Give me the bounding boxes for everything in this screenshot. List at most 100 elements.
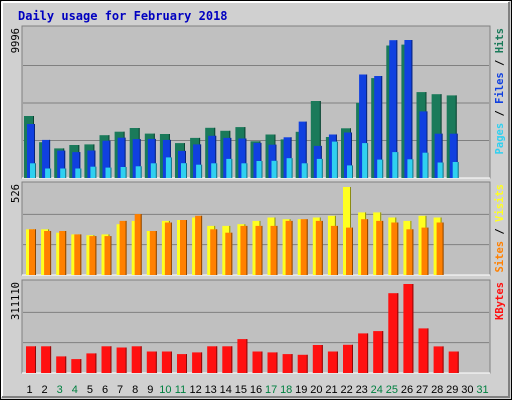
- bar-sites-day-23: [361, 219, 369, 275]
- bar-kbytes-day-4: [71, 359, 82, 373]
- x-tick-label-day-13: 13: [205, 384, 217, 396]
- bar-edge: [216, 163, 218, 178]
- bar-edge: [155, 231, 157, 275]
- bar-pages-day-29: [452, 162, 459, 178]
- bar-files-day-26: [404, 40, 413, 178]
- bar-pages-day-27: [422, 152, 429, 178]
- bar-edge: [125, 220, 127, 275]
- bar-edge: [125, 167, 127, 178]
- bar-edge: [427, 227, 429, 275]
- bar-edge: [457, 351, 459, 373]
- bar-edge: [95, 166, 97, 178]
- bar-edge: [35, 229, 36, 275]
- x-tick-label-day-14: 14: [220, 384, 232, 396]
- bar-sites-day-19: [300, 219, 308, 275]
- bar-pages-day-14: [226, 158, 233, 178]
- bar-files-day-22: [344, 132, 352, 178]
- bar-files-day-5: [87, 150, 96, 178]
- bar-edge: [291, 220, 293, 275]
- x-tick-label-day-20: 20: [310, 384, 322, 396]
- x-tick-label-day-3: 3: [57, 384, 63, 396]
- ymax-label-kbytes: 311110: [10, 282, 22, 320]
- bar-pages-day-28: [437, 162, 444, 178]
- bar-edge: [306, 354, 308, 373]
- bar-kbytes-day-19: [297, 354, 308, 373]
- bar-edge: [95, 353, 97, 373]
- bar-sites-day-6: [104, 236, 112, 275]
- side-label-part: Sites: [494, 241, 506, 273]
- bar-kbytes-day-22: [343, 344, 353, 373]
- bar-edge: [305, 121, 307, 178]
- bar-pages-day-17: [271, 160, 278, 178]
- bar-kbytes-day-14: [222, 346, 233, 373]
- bar-edge: [231, 346, 233, 373]
- bar-kbytes-day-29: [448, 351, 459, 373]
- bar-edge: [382, 220, 384, 275]
- bar-files-day-7: [117, 137, 126, 178]
- bar-edge: [201, 215, 203, 275]
- bar-kbytes-day-13: [207, 346, 218, 373]
- x-tick-label-day-15: 15: [235, 384, 247, 396]
- bar-kbytes-day-21: [327, 351, 338, 373]
- x-tick-label-day-27: 27: [416, 384, 428, 396]
- bar-edge: [367, 143, 369, 178]
- bar-edge: [397, 152, 399, 178]
- bar-edge: [321, 220, 323, 275]
- panel-hits-files-pages: 9996 Pages / Files / Hits: [10, 25, 506, 179]
- bar-edge: [80, 234, 82, 275]
- bar-edge: [124, 137, 126, 178]
- bar-edge: [140, 346, 142, 373]
- bar-edge: [231, 158, 233, 178]
- bar-edge: [79, 152, 81, 178]
- bar-kbytes-day-12: [192, 352, 203, 373]
- bar-pages-day-24: [377, 159, 384, 178]
- bar-edge: [442, 346, 444, 373]
- side-label-kbytes: KBytes: [494, 282, 506, 320]
- bar-edge: [109, 140, 111, 178]
- bar-edge: [155, 163, 157, 178]
- side-label-hits-files-pages: Pages / Files / Hits: [494, 28, 506, 154]
- bar-edge: [381, 76, 383, 178]
- bar-edge: [65, 231, 67, 275]
- bar-pages-day-20: [316, 158, 323, 178]
- bar-pages-day-10: [165, 157, 172, 178]
- bar-edge: [336, 225, 338, 275]
- bar-edge: [215, 135, 217, 178]
- bar-kbytes-day-7: [116, 347, 127, 373]
- bar-kbytes-day-28: [433, 346, 444, 373]
- bar-edge: [352, 344, 353, 373]
- bar-edge: [366, 74, 368, 178]
- x-tick-label-day-12: 12: [189, 384, 201, 396]
- chart-title: Daily usage for February 2018: [18, 9, 228, 23]
- bar-edge: [200, 144, 202, 178]
- x-tick-label-day-31: 31: [476, 384, 488, 396]
- bar-edge: [319, 101, 321, 178]
- bar-edge: [457, 162, 459, 178]
- side-label-part: Files: [494, 72, 506, 104]
- x-tick-label-day-30: 30: [461, 384, 473, 396]
- bar-edge: [260, 142, 262, 178]
- bar-edge: [49, 139, 51, 178]
- bar-edge: [261, 225, 263, 275]
- bar-kbytes-day-11: [177, 354, 187, 373]
- x-tick-label-day-8: 8: [132, 384, 138, 396]
- bar-edge: [231, 232, 233, 275]
- bar-edge: [201, 352, 203, 373]
- bar-edge: [291, 354, 293, 373]
- bar-sites-day-22: [346, 227, 353, 275]
- bar-files-day-28: [434, 133, 443, 178]
- bar-sites-day-26: [406, 229, 414, 275]
- bar-edge: [352, 227, 353, 275]
- bar-sites-day-24: [376, 220, 384, 275]
- x-tick-label-day-17: 17: [265, 384, 277, 396]
- bar-pages-day-13: [211, 163, 218, 178]
- bar-files-day-29: [449, 133, 458, 178]
- bar-sites-day-1: [29, 229, 36, 275]
- bar-edge: [411, 40, 413, 178]
- side-label-part: /: [494, 53, 506, 72]
- x-tick-label-day-7: 7: [117, 384, 123, 396]
- x-tick-label-day-23: 23: [356, 384, 368, 396]
- bar-sites-day-5: [89, 236, 97, 275]
- bar-pages-day-15: [241, 163, 248, 178]
